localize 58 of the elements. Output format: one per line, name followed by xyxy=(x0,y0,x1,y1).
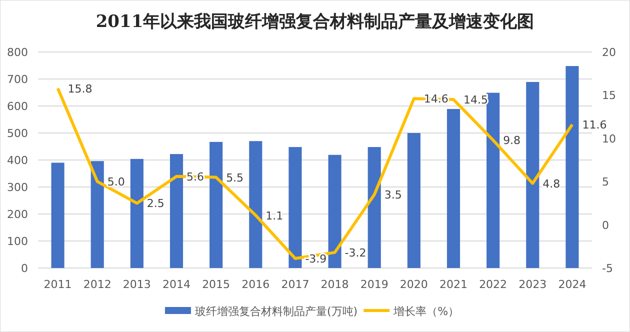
chart-title: 2011年以来我国玻纤增强复合材料制品产量及增速变化图 xyxy=(96,12,534,32)
bar xyxy=(328,154,342,268)
bar xyxy=(288,147,302,268)
y-tick-label: 300 xyxy=(7,181,28,194)
legend-label: 玻纤增强复合材料制品产量(万吨) xyxy=(194,305,358,318)
bar xyxy=(566,66,579,268)
data-label: 15.8 xyxy=(68,82,92,96)
y2-tick-label: -5 xyxy=(602,262,613,275)
bar xyxy=(249,141,262,268)
x-tick-label: 2020 xyxy=(400,278,428,291)
x-tick-label: 2014 xyxy=(162,278,190,291)
data-label: -3.9 xyxy=(305,252,327,266)
legend-label: 增长率（%） xyxy=(392,305,460,318)
data-label: 9.8 xyxy=(503,134,521,148)
x-tick-label: 2016 xyxy=(242,278,270,291)
data-label: -3.2 xyxy=(344,246,366,260)
y-tick-label: 600 xyxy=(7,100,28,113)
y-tick-label: 400 xyxy=(7,154,28,167)
bar xyxy=(210,142,223,268)
y-tick-label: 800 xyxy=(7,46,28,59)
y-tick-label: 200 xyxy=(7,208,28,221)
y-tick-label: 100 xyxy=(7,235,28,248)
y2-tick-label: 20 xyxy=(602,46,616,59)
x-tick-label: 2011 xyxy=(44,278,72,291)
x-tick-label: 2013 xyxy=(122,278,151,291)
y2-tick-label: 0 xyxy=(602,218,609,232)
data-label: 3.5 xyxy=(384,188,402,202)
data-label: 1.1 xyxy=(266,209,284,222)
y-tick-label: 700 xyxy=(7,73,28,86)
bar xyxy=(526,82,540,268)
x-tick-label: 2019 xyxy=(360,278,388,291)
x-tick-label: 2018 xyxy=(320,278,349,291)
bar xyxy=(90,161,104,268)
bar xyxy=(486,92,500,268)
bar xyxy=(170,154,184,268)
x-tick-label: 2021 xyxy=(440,278,468,291)
y-tick-label: 0 xyxy=(21,262,28,275)
data-label: 4.8 xyxy=(542,177,560,190)
data-label: 11.6 xyxy=(582,118,607,132)
y-tick-label: 500 xyxy=(7,127,28,140)
bar xyxy=(407,133,420,268)
data-label: 5.0 xyxy=(107,176,125,189)
data-label: 14.6 xyxy=(424,92,448,106)
bar xyxy=(130,158,144,268)
x-tick-label: 2015 xyxy=(202,278,230,291)
y2-tick-label: 15 xyxy=(602,89,616,102)
data-label: 5.5 xyxy=(226,171,244,184)
bar xyxy=(368,147,381,268)
bar xyxy=(51,162,64,268)
x-tick-label: 2012 xyxy=(83,278,112,291)
y2-tick-label: 5 xyxy=(602,176,609,189)
bar xyxy=(446,108,460,268)
y2-tick-label: 10 xyxy=(602,132,616,146)
data-label: 2.5 xyxy=(146,197,164,210)
x-tick-label: 2024 xyxy=(558,278,586,291)
x-tick-label: 2017 xyxy=(281,278,310,291)
x-tick-label: 2023 xyxy=(518,278,547,291)
x-tick-label: 2022 xyxy=(479,278,508,291)
